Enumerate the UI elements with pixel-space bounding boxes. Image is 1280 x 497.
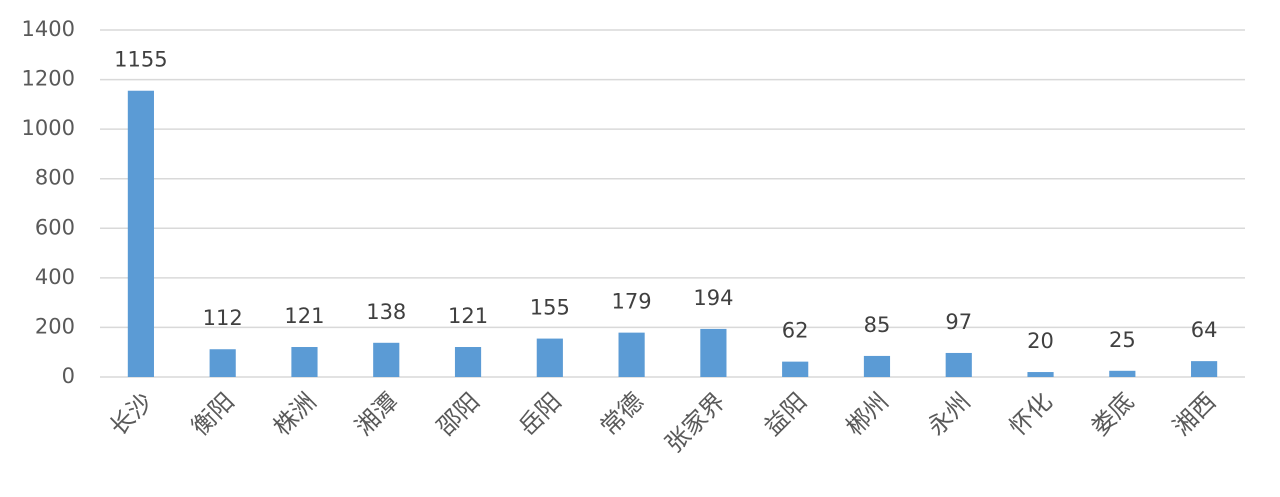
x-tick-label: 张家界: [660, 387, 731, 458]
bar: [1191, 361, 1218, 377]
value-label: 1155: [114, 48, 167, 72]
x-tick-label: 衡阳: [186, 387, 240, 441]
bar: [454, 347, 482, 377]
x-tick-label: 郴州: [840, 387, 894, 441]
value-label: 121: [284, 304, 324, 328]
bar: [209, 349, 236, 377]
y-tick-label: 800: [35, 166, 75, 190]
value-label: 179: [612, 290, 652, 314]
bar: [700, 328, 727, 377]
value-label: 85: [864, 313, 891, 337]
bar: [863, 355, 891, 377]
x-tick-label: 湘潭: [350, 387, 404, 441]
x-tick-label: 长沙: [104, 387, 158, 441]
value-label: 25: [1109, 328, 1136, 352]
x-tick-label: 岳阳: [513, 387, 567, 441]
x-tick-label: 株洲: [268, 387, 322, 441]
x-tick-label: 怀化: [1004, 387, 1058, 441]
value-label: 112: [203, 306, 243, 330]
bar: [618, 332, 645, 377]
bar: [945, 352, 972, 377]
x-tick-label: 邵阳: [431, 387, 485, 441]
x-tick-label: 湘西: [1168, 387, 1222, 441]
y-tick-label: 0: [62, 364, 75, 388]
value-label: 138: [366, 300, 406, 324]
value-label: 20: [1027, 329, 1054, 353]
y-tick-label: 400: [35, 265, 75, 289]
value-label: 64: [1191, 318, 1218, 342]
x-tick-label: 常德: [595, 387, 649, 441]
bar: [127, 90, 154, 377]
bar: [291, 347, 318, 377]
value-label: 97: [945, 310, 972, 334]
x-tick-label: 永州: [922, 387, 976, 441]
y-tick-label: 600: [35, 215, 75, 239]
x-tick-label: 娄底: [1086, 387, 1140, 441]
value-label: 155: [530, 296, 570, 320]
bar: [782, 361, 809, 377]
x-tick-label: 益阳: [759, 387, 813, 441]
y-tick-label: 1400: [22, 17, 75, 41]
y-tick-label: 1000: [22, 116, 75, 140]
value-label: 194: [693, 286, 733, 310]
value-label: 121: [448, 304, 488, 328]
bar: [1027, 372, 1054, 377]
y-tick-label: 1200: [22, 67, 75, 91]
bar: [1109, 370, 1136, 377]
y-tick-label: 200: [35, 314, 75, 338]
value-label: 62: [782, 319, 809, 343]
bar: [536, 338, 563, 377]
bar: [373, 342, 400, 377]
